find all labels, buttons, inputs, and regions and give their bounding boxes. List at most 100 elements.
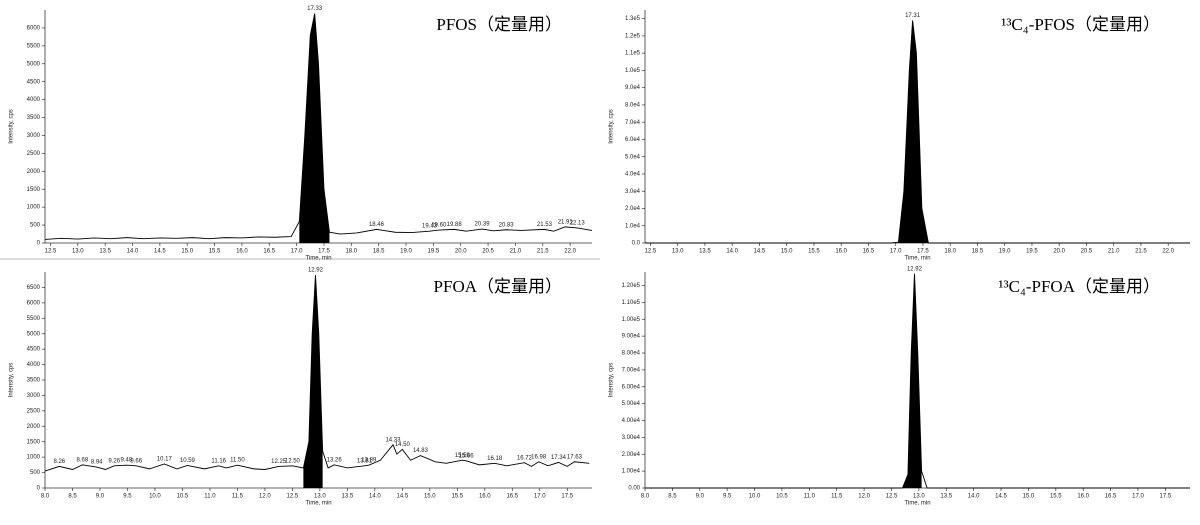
x-tick-label: 16.5 <box>506 494 518 500</box>
x-tick-label: 12.5 <box>886 494 898 500</box>
y-tick-label: 4500 <box>27 79 41 85</box>
peak-label: 8.94 <box>91 460 103 466</box>
x-tick-label: 19.5 <box>428 249 440 255</box>
y-tick-label: 6500 <box>27 285 41 291</box>
peak-label: 21.53 <box>537 222 553 228</box>
y-tick-label: 1.00e4 <box>622 469 641 475</box>
peak-label: 10.59 <box>180 458 196 464</box>
peak-label: 12.50 <box>285 458 301 464</box>
peak-fill <box>303 275 323 488</box>
peak-label: 16.72 <box>517 455 533 461</box>
peak-label: 8.26 <box>53 459 65 465</box>
y-tick-label: 4000 <box>27 97 41 103</box>
x-tick-label: 17.0 <box>291 249 303 255</box>
peak-label: 10.17 <box>157 457 173 463</box>
peak-label: 17.31 <box>905 13 921 19</box>
y-tick-label: 2500 <box>27 408 41 414</box>
y-tick-label: 0 <box>37 241 41 247</box>
y-tick-label: 6.0e4 <box>625 137 641 143</box>
peak-label: 9.26 <box>108 458 120 464</box>
peak-label: 13.81 <box>357 458 373 464</box>
panel-title: ¹³C₄-PFOA（定量用） <box>998 277 1160 296</box>
peak-label: 11.16 <box>211 458 226 464</box>
x-tick-label: 18.5 <box>972 249 984 255</box>
y-tick-label: 1000 <box>27 205 41 211</box>
x-tick-label: 17.5 <box>561 494 573 500</box>
x-tick-label: 13.0 <box>672 249 684 255</box>
y-tick-label: 3.00e4 <box>622 435 641 441</box>
x-tick-label: 10.5 <box>177 494 189 500</box>
x-tick-label: 12.5 <box>645 249 657 255</box>
x-tick-label: 14.0 <box>968 494 980 500</box>
peak-label: 15.66 <box>459 453 475 459</box>
y-tick-label: 1.0e4 <box>625 223 641 229</box>
peak-label: 12.92 <box>308 268 324 274</box>
x-tick-label: 8.0 <box>41 494 50 500</box>
peak-label: 8.68 <box>77 457 89 463</box>
x-tick-label: 14.5 <box>754 249 766 255</box>
x-tick-label: 10.0 <box>749 494 761 500</box>
x-tick-label: 9.0 <box>96 494 105 500</box>
y-tick-label: 2.00e4 <box>622 452 641 458</box>
panel-title: PFOA（定量用） <box>434 277 562 296</box>
x-tick-label: 8.5 <box>668 494 677 500</box>
x-tick-label: 16.5 <box>263 249 275 255</box>
peak-label: 16.98 <box>531 454 547 460</box>
x-tick-label: 17.0 <box>534 494 546 500</box>
y-tick-label: 7.0e4 <box>625 120 641 126</box>
x-tick-label: 14.5 <box>154 249 166 255</box>
x-tick-label: 14.5 <box>396 494 408 500</box>
y-tick-label: 1000 <box>27 455 41 461</box>
peak-label: 18.46 <box>369 222 385 228</box>
x-tick-label: 12.0 <box>858 494 870 500</box>
y-tick-label: 6.00e4 <box>622 384 641 390</box>
y-axis-label: Intensity, cps <box>9 109 15 144</box>
peak-label: 17.34 <box>551 455 567 461</box>
x-tick-label: 17.5 <box>318 249 330 255</box>
y-tick-label: 0.0 <box>632 241 641 247</box>
x-tick-label: 11.0 <box>204 494 216 500</box>
x-tick-label: 17.5 <box>917 249 929 255</box>
x-tick-label: 15.5 <box>451 494 463 500</box>
x-tick-label: 10.0 <box>149 494 161 500</box>
trace <box>645 20 1190 244</box>
y-tick-label: 0 <box>37 486 41 492</box>
y-tick-label: 2500 <box>27 151 41 157</box>
peak-label: 12.92 <box>907 266 923 272</box>
y-tick-label: 1.3e5 <box>625 16 641 22</box>
x-tick-label: 12.5 <box>45 249 57 255</box>
y-tick-label: 1.00e5 <box>622 317 641 323</box>
x-tick-label: 21.5 <box>1135 249 1147 255</box>
peak-label: 19.43 <box>422 224 438 230</box>
x-tick-label: 13.5 <box>940 494 952 500</box>
x-tick-label: 21.0 <box>510 249 522 255</box>
peak-label: 20.83 <box>499 222 515 228</box>
peak-label: 21.91 <box>558 219 574 225</box>
x-tick-label: 22.0 <box>1162 249 1174 255</box>
y-tick-label: 7.00e4 <box>622 367 641 373</box>
peak-label: 19.60 <box>431 223 447 229</box>
peak-label: 14.33 <box>385 437 401 443</box>
x-tick-label: 20.0 <box>455 249 467 255</box>
x-tick-label: 15.0 <box>1023 494 1035 500</box>
x-tick-label: 22.0 <box>564 249 576 255</box>
y-tick-label: 4500 <box>27 347 41 353</box>
x-tick-label: 16.0 <box>1077 494 1089 500</box>
peak-label: 9.66 <box>130 458 142 464</box>
x-tick-label: 15.5 <box>209 249 221 255</box>
x-tick-label: 14.0 <box>127 249 139 255</box>
y-tick-label: 9.00e4 <box>622 334 641 340</box>
y-tick-label: 1.10e5 <box>622 300 641 306</box>
y-tick-label: 9.0e4 <box>625 85 641 91</box>
x-tick-label: 13.0 <box>913 494 925 500</box>
x-tick-label: 18.5 <box>373 249 385 255</box>
x-tick-label: 13.0 <box>72 249 84 255</box>
y-tick-label: 5000 <box>27 331 41 337</box>
x-tick-label: 11.5 <box>232 494 244 500</box>
peak-fill <box>902 273 922 488</box>
peak-label: 20.39 <box>475 222 491 228</box>
y-tick-label: 3500 <box>27 115 41 121</box>
x-tick-label: 15.0 <box>781 249 793 255</box>
x-tick-label: 11.5 <box>831 494 843 500</box>
